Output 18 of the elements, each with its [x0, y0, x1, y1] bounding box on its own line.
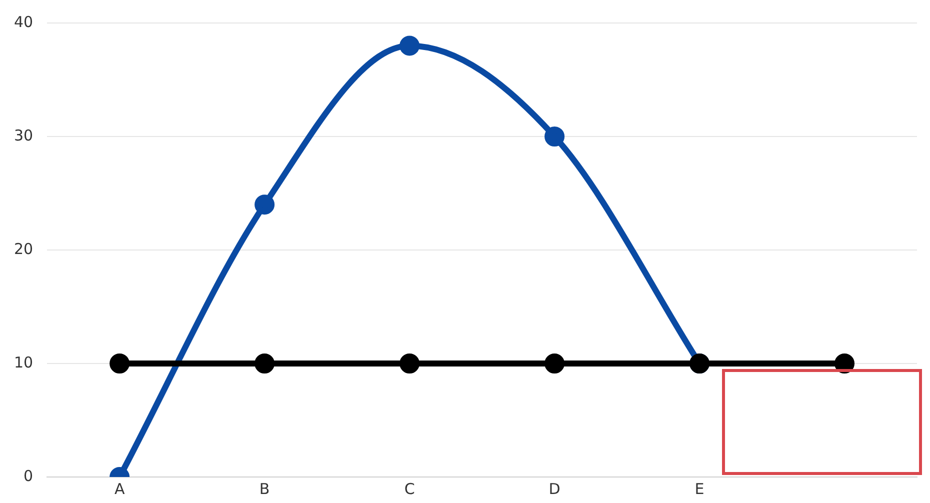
y-tick-label: 0: [24, 466, 34, 485]
x-tick-label: D: [548, 480, 560, 498]
y-tick-label: 40: [14, 12, 34, 31]
point: [400, 36, 420, 56]
point: [834, 354, 855, 374]
point: [254, 194, 275, 215]
y-tick-label: 30: [14, 126, 34, 144]
point: [544, 126, 565, 146]
x-tick-label: C: [404, 480, 415, 498]
point: [544, 354, 565, 374]
x-tick-label: A: [114, 480, 126, 498]
point: [254, 354, 275, 374]
y-tick-label: 10: [14, 353, 34, 372]
point: [400, 354, 420, 374]
x-tick-label: B: [259, 480, 270, 498]
y-tick-label: 20: [14, 240, 34, 258]
point: [110, 354, 130, 374]
x-tick-label: E: [694, 480, 704, 498]
